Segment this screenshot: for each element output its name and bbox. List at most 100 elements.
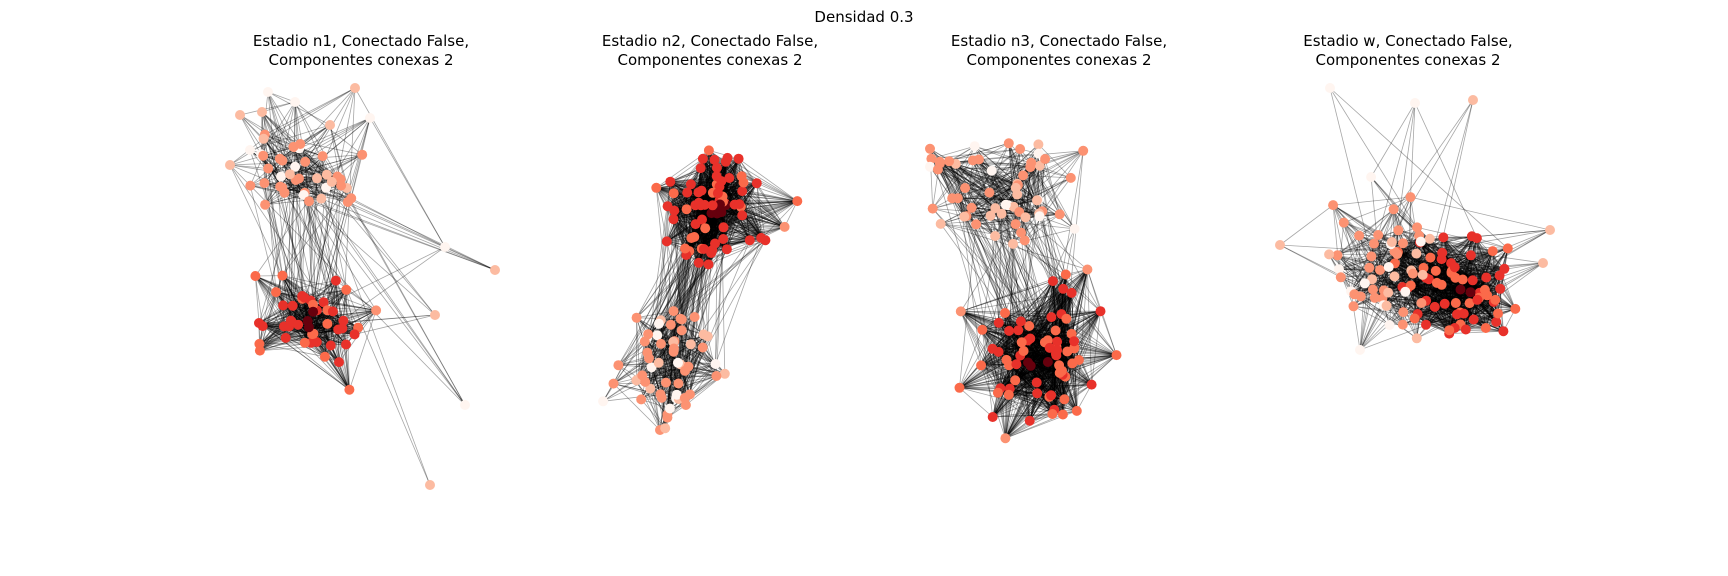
graph-edge xyxy=(695,204,724,240)
graph-edge xyxy=(282,275,292,321)
graph-node xyxy=(695,163,706,174)
graph-edge xyxy=(294,166,466,406)
graph-edge xyxy=(335,280,355,335)
graph-edge xyxy=(304,342,350,390)
graph-node xyxy=(721,244,732,255)
graph-node xyxy=(683,361,694,372)
graph-node xyxy=(277,270,288,281)
graph-edge xyxy=(267,91,318,311)
graph-edge xyxy=(267,168,283,276)
graph-edge xyxy=(263,138,326,357)
graph-node xyxy=(280,332,291,343)
graph-edge xyxy=(666,241,692,345)
graph-node xyxy=(284,169,295,180)
graph-node xyxy=(303,322,314,333)
graph-node xyxy=(327,306,338,317)
panel-4-title: Estadio w, Conectado False, Componentes c… xyxy=(1238,32,1578,70)
graph-node xyxy=(357,149,368,160)
graph-edge xyxy=(258,322,326,358)
graph-edge xyxy=(267,168,312,301)
graph-node xyxy=(711,371,722,381)
graph-edge xyxy=(741,190,762,239)
graph-edge xyxy=(255,275,260,324)
graph-edge xyxy=(664,168,702,429)
graph-node xyxy=(338,315,349,326)
graph-node xyxy=(336,180,347,191)
graph-edge xyxy=(335,179,341,281)
graph-edge xyxy=(239,101,296,116)
graph-edge xyxy=(667,167,702,207)
graph-edge xyxy=(282,275,309,322)
graph-edge xyxy=(288,174,291,327)
graph-node xyxy=(668,214,679,225)
graph-node xyxy=(637,370,648,381)
graph-edge xyxy=(282,275,324,303)
graph-edge xyxy=(262,325,326,358)
graph-node xyxy=(325,340,336,351)
graph-edge xyxy=(289,173,327,176)
graph-node xyxy=(681,204,692,215)
graph-edge xyxy=(322,156,334,312)
graph-node xyxy=(662,412,673,423)
graph-edge xyxy=(299,143,327,189)
graph-edge xyxy=(259,326,285,351)
graph-node xyxy=(697,342,708,353)
graph-edge xyxy=(310,342,350,390)
graph-edge xyxy=(337,329,340,363)
graph-node xyxy=(651,182,662,193)
graph-node xyxy=(341,339,351,350)
graph-edge xyxy=(304,117,371,298)
graph-node xyxy=(263,87,273,97)
graph-node xyxy=(608,378,619,389)
graph-node xyxy=(490,265,500,275)
graph-edge xyxy=(673,212,712,220)
graph-edge xyxy=(229,164,269,169)
graph-edge xyxy=(249,149,282,177)
graph-edge xyxy=(264,87,356,135)
graph-edge xyxy=(255,275,303,297)
graph-edge xyxy=(258,291,277,324)
graph-node xyxy=(258,133,269,144)
graph-node xyxy=(295,139,306,149)
graph-edge xyxy=(304,178,318,343)
graph-edge xyxy=(701,219,785,228)
graph-edge xyxy=(282,275,332,346)
panel-2-title-line1: Estadio n2, Conectado False, xyxy=(601,32,819,50)
graph-edge xyxy=(262,325,350,391)
graph-edge xyxy=(321,198,496,271)
graph-node xyxy=(668,306,679,317)
graph-node xyxy=(275,181,286,192)
graph-edge xyxy=(689,200,798,252)
graph-edge xyxy=(289,154,363,175)
graph-edge xyxy=(294,101,306,162)
graph-edge xyxy=(335,280,340,363)
graph-node xyxy=(669,205,680,216)
graph-edge xyxy=(261,111,283,161)
graph-edge xyxy=(239,114,264,140)
graph-node xyxy=(661,236,672,247)
graph-edge xyxy=(282,187,337,281)
graph-edge xyxy=(323,301,377,311)
graph-edge xyxy=(259,275,283,345)
graph-node xyxy=(733,153,744,164)
graph-edge xyxy=(347,201,496,271)
graph-edge xyxy=(302,289,347,297)
graph-edge xyxy=(332,311,340,363)
graph-node xyxy=(460,400,470,410)
graph-edge xyxy=(249,185,277,293)
graph-edge xyxy=(259,305,294,351)
graph-edge xyxy=(264,176,282,205)
graph-edge xyxy=(1087,269,1101,312)
graph-edge xyxy=(669,181,703,220)
graph-node xyxy=(673,378,684,389)
graph-node xyxy=(308,299,318,310)
graph-node xyxy=(673,357,683,368)
graph-edge xyxy=(313,333,347,345)
graph-edge xyxy=(691,203,740,239)
graph-edge xyxy=(285,337,350,391)
graph-node xyxy=(349,329,360,340)
graph-edge xyxy=(249,124,331,151)
graph-edge xyxy=(304,192,352,199)
graph-node xyxy=(719,368,730,379)
graph-node xyxy=(254,338,265,349)
